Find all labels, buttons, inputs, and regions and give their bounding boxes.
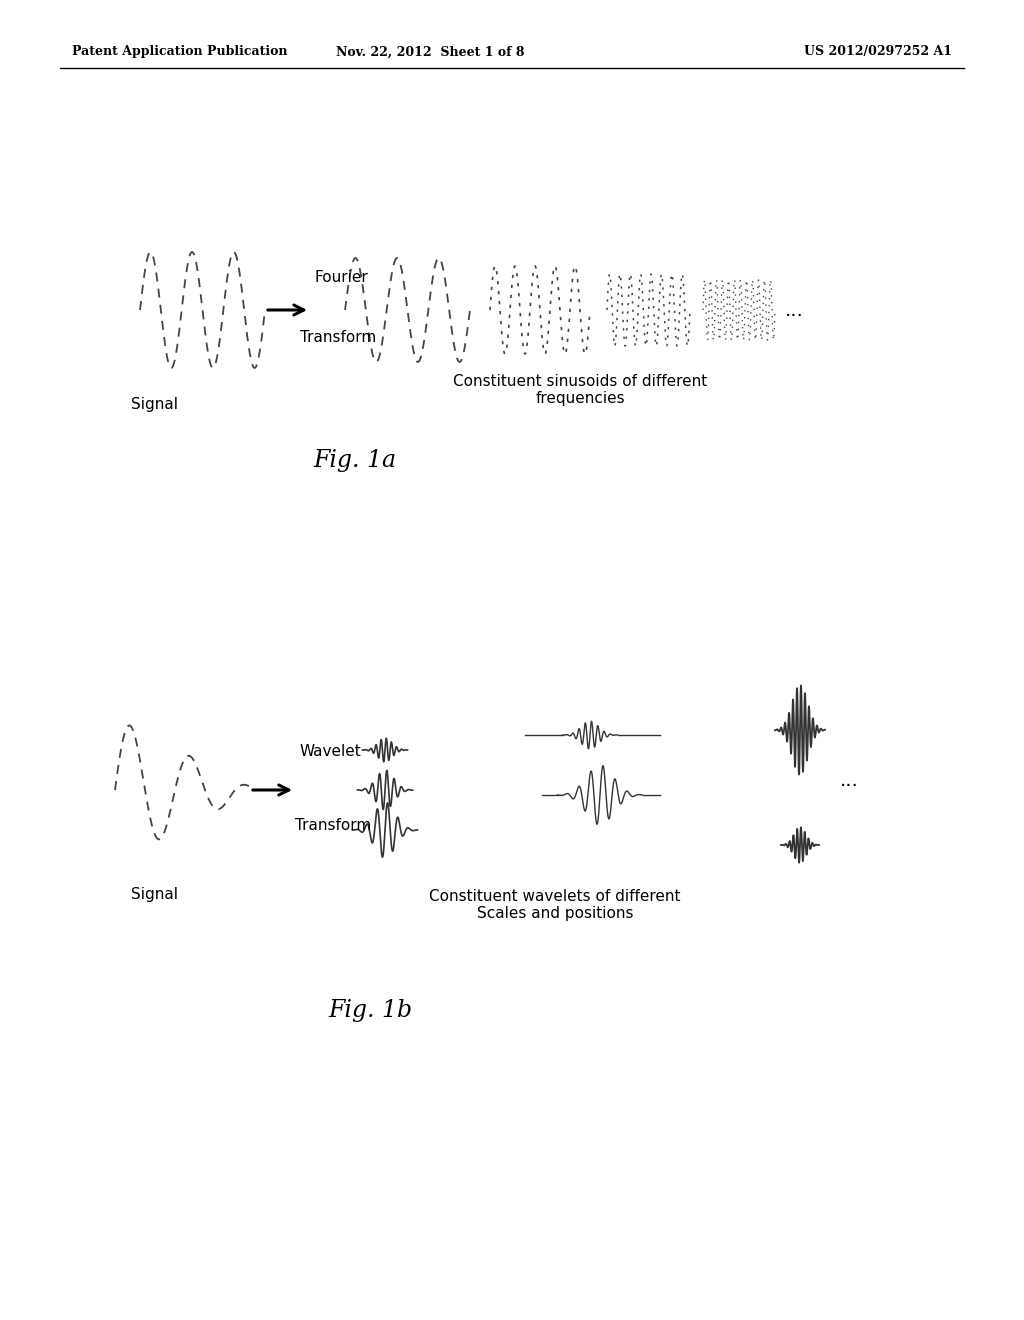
Text: Patent Application Publication: Patent Application Publication	[72, 45, 288, 58]
Text: Constituent sinusoids of different
frequencies: Constituent sinusoids of different frequ…	[453, 374, 708, 407]
Text: US 2012/0297252 A1: US 2012/0297252 A1	[804, 45, 952, 58]
Text: Fourier: Fourier	[315, 271, 369, 285]
Text: Transform: Transform	[295, 817, 372, 833]
Text: ...: ...	[840, 771, 859, 789]
Text: Transform: Transform	[300, 330, 376, 346]
Text: Signal: Signal	[131, 887, 178, 903]
Text: Wavelet: Wavelet	[300, 744, 361, 759]
Text: Nov. 22, 2012  Sheet 1 of 8: Nov. 22, 2012 Sheet 1 of 8	[336, 45, 524, 58]
Text: Fig. 1a: Fig. 1a	[313, 449, 396, 471]
Text: Constituent wavelets of different
Scales and positions: Constituent wavelets of different Scales…	[429, 888, 681, 921]
Text: Signal: Signal	[131, 397, 178, 412]
Text: ...: ...	[785, 301, 804, 319]
Text: Fig. 1b: Fig. 1b	[328, 998, 412, 1022]
